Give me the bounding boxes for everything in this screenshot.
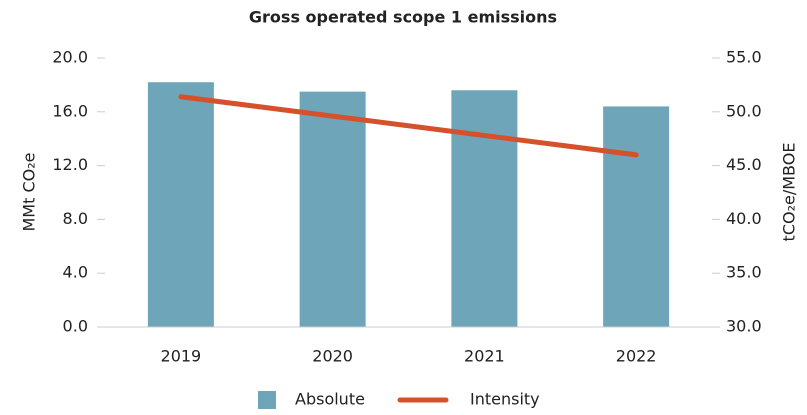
x-tick-label: 2020: [312, 347, 353, 366]
y2-tick-label: 50.0: [726, 101, 762, 120]
legend-swatch: [258, 391, 276, 409]
y2-tick-label: 35.0: [726, 263, 762, 282]
y-tick-label: 16.0: [52, 101, 88, 120]
x-tick-label: 2019: [161, 347, 202, 366]
legend-label: Absolute: [295, 390, 365, 409]
y-tick-label: 4.0: [63, 263, 88, 282]
x-tick-label: 2021: [464, 347, 505, 366]
y-axis-label: MMt CO₂e: [20, 153, 39, 232]
x-tick-label: 2022: [616, 347, 657, 366]
line: [178, 94, 639, 158]
y2-axis-label: tCO₂e/MBOE: [780, 143, 799, 242]
y-tick-label: 20.0: [52, 48, 88, 67]
chart-title: Gross operated scope 1 emissions: [249, 8, 557, 27]
bar: [147, 82, 214, 328]
y2-tick-label: 30.0: [726, 317, 762, 336]
bar: [451, 90, 518, 327]
bar: [603, 106, 670, 327]
legend-label: Intensity: [470, 390, 540, 409]
y2-tick-label: 45.0: [726, 155, 762, 174]
y-tick-label: 8.0: [63, 209, 88, 228]
y2-tick-label: 40.0: [726, 209, 762, 228]
y-tick-label: 12.0: [52, 155, 88, 174]
bar: [299, 91, 366, 327]
y2-tick-label: 55.0: [726, 48, 762, 67]
y-tick-label: 0.0: [63, 317, 88, 336]
